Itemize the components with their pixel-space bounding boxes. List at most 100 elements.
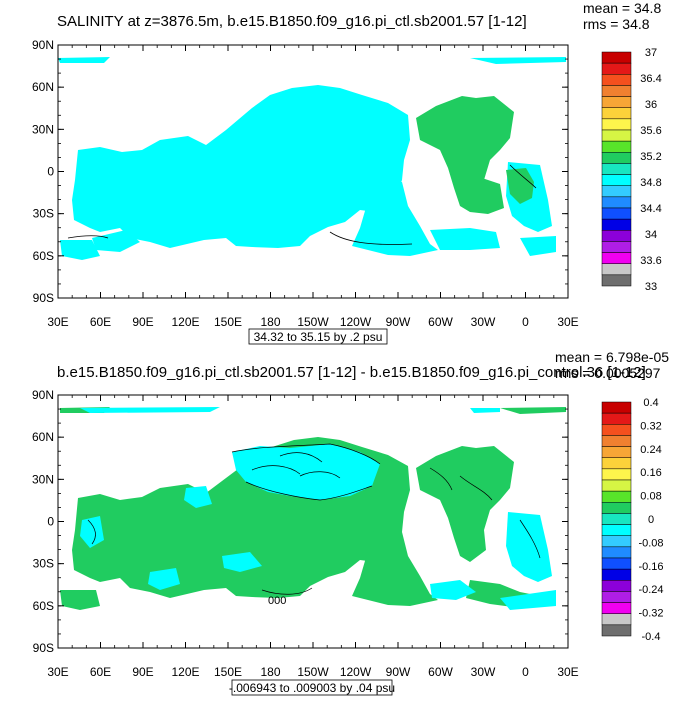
colorbar-label: 34.8 bbox=[640, 177, 661, 189]
colorbar-swatch bbox=[601, 524, 632, 536]
colorbar-swatch bbox=[601, 207, 632, 220]
colorbar-swatch bbox=[601, 107, 632, 120]
colorbar-swatch bbox=[601, 613, 632, 626]
y-tick-label: 60N bbox=[32, 430, 54, 444]
colorbar-swatch bbox=[601, 424, 632, 436]
x-tick-label: 150W bbox=[297, 315, 329, 329]
colorbar-swatch bbox=[601, 241, 632, 253]
x-tick-label: 30E bbox=[557, 315, 578, 329]
colorbar-swatch bbox=[601, 490, 632, 503]
colorbar-label: 35.2 bbox=[640, 151, 661, 163]
colorbar: 37 36.4 36 35.6 35.2 34.8 34.4 34 33.6 33 bbox=[601, 47, 662, 293]
contour-info-box: -.006943 to .009003 by .04 psu bbox=[229, 679, 395, 696]
panel-difference: b.e15.B1850.f09_g16.pi_ctl.sb2001.57 [1-… bbox=[32, 349, 669, 696]
y-tick-label: 30N bbox=[32, 122, 54, 136]
colorbar-swatch bbox=[601, 602, 632, 614]
colorbar-swatch bbox=[601, 196, 632, 209]
contour-lines bbox=[87, 443, 541, 595]
colorbar-label: -0.16 bbox=[638, 561, 663, 573]
colorbar-swatch bbox=[601, 163, 632, 175]
y-tick-label: 90S bbox=[33, 641, 54, 655]
colorbar-label: 35.6 bbox=[640, 125, 661, 137]
colorbar-swatch bbox=[601, 457, 632, 470]
x-tick-label: 90E bbox=[132, 315, 153, 329]
colorbar-swatch bbox=[601, 274, 632, 287]
x-tick-label: 120E bbox=[171, 665, 199, 679]
colorbar-label: -0.08 bbox=[638, 537, 663, 549]
x-tick-label: 30W bbox=[471, 315, 496, 329]
colorbar-label: 36 bbox=[645, 99, 657, 111]
colorbar-swatch bbox=[601, 118, 632, 131]
colorbar-swatch bbox=[601, 140, 632, 153]
colorbar-swatch bbox=[601, 591, 632, 603]
y-tick-label: 0 bbox=[47, 165, 54, 179]
colorbar-swatch bbox=[601, 479, 632, 492]
colorbar-swatch bbox=[601, 468, 632, 481]
x-tick-label: 180 bbox=[260, 665, 280, 679]
colorbar-label: 33 bbox=[645, 281, 657, 293]
atlantic-field bbox=[416, 96, 534, 214]
x-tick-label: 30E bbox=[47, 315, 68, 329]
y-tick-label: 30S bbox=[33, 557, 54, 571]
colorbar-label: 34.4 bbox=[640, 203, 661, 215]
y-tick-label: 60N bbox=[32, 80, 54, 94]
colorbar: 0.4 0.32 0.24 0.16 0.08 0 -0.08 -0.16 -0.24 -0.32… bbox=[601, 397, 664, 643]
negative-field bbox=[80, 407, 556, 610]
colorbar-label: 0.32 bbox=[640, 420, 661, 432]
x-tick-label: 30E bbox=[47, 665, 68, 679]
x-tick-label: 120W bbox=[340, 665, 372, 679]
mean-stat: mean = 6.798e-05 bbox=[555, 349, 669, 365]
x-tick-label: 120E bbox=[171, 315, 199, 329]
positive-field bbox=[60, 407, 566, 610]
colorbar-swatch bbox=[601, 446, 632, 458]
contour-info-box: 34.32 to 35.15 by .2 psu bbox=[248, 328, 388, 345]
y-tick-label: 0 bbox=[47, 515, 54, 529]
panel-salinity: SALINITY at z=3876.5m, b.e15.B1850.f09_g… bbox=[32, 0, 662, 345]
x-tick-label: 150W bbox=[297, 665, 329, 679]
y-tick-label: 30S bbox=[33, 207, 54, 221]
x-tick-label: 90W bbox=[386, 315, 411, 329]
map-field bbox=[58, 57, 566, 260]
colorbar-label: 34 bbox=[645, 229, 657, 241]
y-tick-label: 90S bbox=[33, 291, 54, 305]
x-tick-label: 60E bbox=[90, 665, 111, 679]
contour-info: 34.32 to 35.15 by .2 psu bbox=[254, 330, 383, 344]
y-tick-label: 60S bbox=[33, 599, 54, 613]
colorbar-swatch bbox=[601, 513, 632, 525]
colorbar-swatch bbox=[601, 435, 632, 447]
colorbar-swatch bbox=[601, 129, 632, 142]
y-tick-label: 60S bbox=[33, 249, 54, 263]
colorbar-swatch bbox=[601, 74, 632, 86]
x-tick-label: 60E bbox=[90, 315, 111, 329]
colorbar-swatch bbox=[601, 502, 632, 514]
contour-line-label: 000 bbox=[268, 595, 286, 607]
mean-stat: mean = 34.8 bbox=[583, 0, 661, 16]
y-tick-label: 90N bbox=[32, 38, 54, 52]
colorbar-swatch bbox=[601, 185, 632, 198]
colorbar-swatch bbox=[601, 624, 632, 637]
colorbar-label: -0.24 bbox=[638, 584, 663, 596]
colorbar-label: 0.4 bbox=[643, 397, 658, 409]
contour-lines bbox=[67, 164, 537, 245]
colorbar-label: 37 bbox=[645, 47, 657, 59]
panel-title: SALINITY at z=3876.5m, b.e15.B1850.f09_g… bbox=[57, 13, 527, 30]
colorbar-label: 0.16 bbox=[640, 467, 661, 479]
contour-info: -.006943 to .009003 by .04 psu bbox=[229, 681, 395, 695]
colorbar-swatch bbox=[601, 557, 632, 570]
x-tick-label: 90W bbox=[386, 665, 411, 679]
colorbar-swatch bbox=[601, 218, 632, 231]
axes: 90N 60N 30N 0 30S 60S 90S 30E 60E 90E 120E 150E 180 1… bbox=[32, 388, 579, 679]
x-tick-label: 30E bbox=[557, 665, 578, 679]
colorbar-label: -0.4 bbox=[642, 631, 661, 643]
colorbar-swatch bbox=[601, 546, 632, 559]
map-field: 000 bbox=[60, 407, 566, 610]
colorbar-swatch bbox=[601, 85, 632, 97]
rms-stat: rms = 34.8 bbox=[583, 16, 650, 32]
colorbar-label: 0.24 bbox=[640, 444, 661, 456]
x-tick-label: 90E bbox=[132, 665, 153, 679]
colorbar-label: 0 bbox=[648, 514, 654, 526]
colorbar-label: 36.4 bbox=[640, 73, 661, 85]
colorbar-swatch bbox=[601, 174, 632, 186]
colorbar-swatch bbox=[601, 96, 632, 108]
